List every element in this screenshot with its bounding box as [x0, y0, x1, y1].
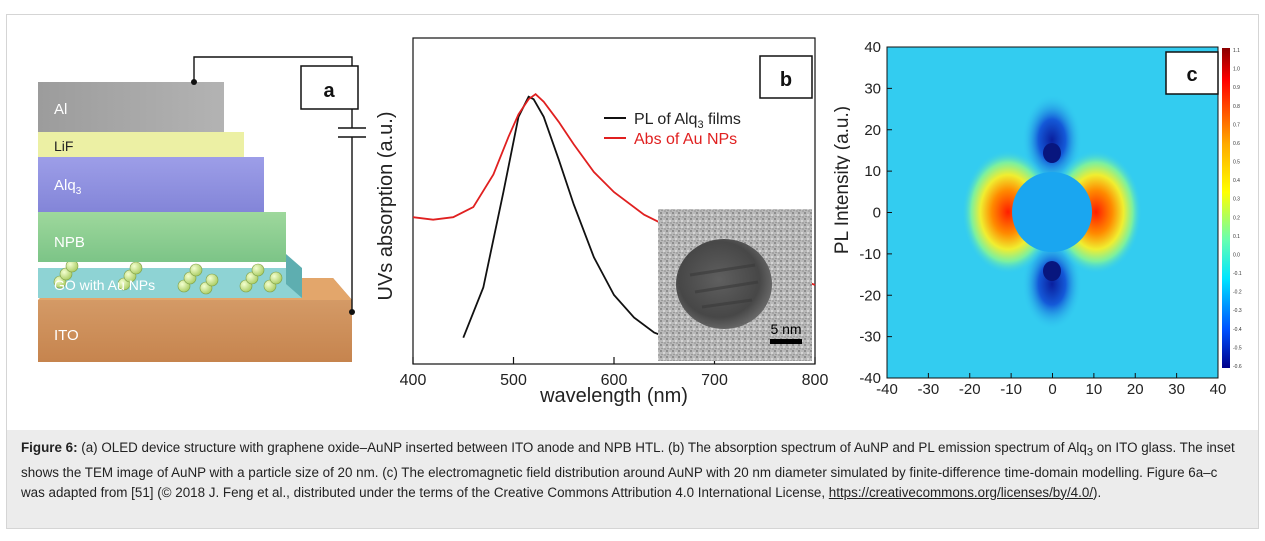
y-tick-label-c: 10 — [864, 163, 881, 180]
y-tick-label-c: -40 — [859, 370, 881, 387]
x-tick-label-c: -10 — [1000, 381, 1022, 398]
colorbar-tick-label: 1.1 — [1233, 48, 1240, 54]
y-tick-label-c: 40 — [864, 39, 881, 56]
panel-a-tag-box — [300, 65, 359, 110]
x-tick-label-c: -20 — [959, 381, 981, 398]
x-tick-label-c: 40 — [1210, 381, 1227, 398]
series-line-0 — [462, 95, 675, 342]
x-tick-label-c: -40 — [876, 381, 898, 398]
panel-c-tag: c — [1186, 64, 1197, 86]
colorbar-tick-label: -0.2 — [1233, 290, 1242, 296]
caption-label: Figure 6: — [21, 440, 78, 455]
legend-label-abs: Abs of Au NPs — [634, 131, 737, 148]
layer-label-lif: LiF — [54, 138, 73, 154]
legend-label-pl: PL of Alq3 films — [634, 111, 741, 131]
y-tick-label-c: 20 — [864, 122, 881, 139]
layer-label-alq3: Alq3 — [54, 177, 82, 197]
panel-b-tag-box — [759, 55, 813, 99]
field-map-area — [887, 47, 1218, 378]
colorbar-tick-label: -0.4 — [1233, 327, 1242, 333]
colorbar-tick-label: 0.3 — [1233, 197, 1240, 203]
panel-b-spectrum-chart: UVs absorption (a.u.) PL Intensity (a.u.… — [375, 37, 850, 407]
colorbar-tick-label: -0.3 — [1233, 308, 1242, 314]
x-tick-label-b: 600 — [601, 372, 628, 389]
panel-c-tag-box — [1165, 51, 1219, 95]
caption-text-2: on ITO glass. The inset shows the TEM im… — [21, 440, 1235, 500]
x-tick-label-c: 30 — [1168, 381, 1185, 398]
inset-scale-label: 5 nm — [770, 321, 801, 337]
right-axis-label-b: PL Intensity (a.u.) — [832, 106, 850, 254]
colorbar-tick-label: 0.5 — [1233, 160, 1240, 166]
colorbar-tick-label: 1.0 — [1233, 67, 1240, 73]
wire-contact — [191, 79, 197, 85]
colorbar-tick-label: -0.6 — [1233, 364, 1242, 370]
colorbar-tick-label: 0.1 — [1233, 234, 1240, 240]
npb-layer — [38, 212, 286, 262]
colorbar-tick-label: 0.0 — [1233, 252, 1240, 258]
caption-subscript: 3 — [1086, 446, 1094, 459]
au-nanoparticles — [53, 259, 283, 295]
colorbar-tick-label: 0.4 — [1233, 178, 1240, 184]
al-layer — [38, 82, 224, 132]
colorbar-tick-label: 0.6 — [1233, 141, 1240, 147]
colorbar-tick-label: -0.5 — [1233, 345, 1242, 351]
lif-layer — [38, 132, 244, 157]
go-layer-side — [286, 254, 302, 298]
figure-caption: Figure 6: (a) OLED device structure with… — [7, 430, 1258, 528]
colorbar-tick-label: 0.7 — [1233, 122, 1240, 128]
x-tick-label-c: 10 — [1086, 381, 1103, 398]
tem-inset-image: 5 nm — [658, 209, 812, 361]
x-axis-label-b: wavelength (nm) — [539, 385, 688, 407]
x-tick-label-c: -30 — [918, 381, 940, 398]
x-tick-label-c: 20 — [1127, 381, 1144, 398]
x-tick-label-b: 500 — [500, 372, 527, 389]
y-tick-label-c: -30 — [859, 329, 881, 346]
y-axis-label-b: UVs absorption (a.u.) — [375, 112, 397, 301]
colorbar-tick-label: 0.8 — [1233, 104, 1240, 110]
x-tick-label-b: 800 — [802, 372, 829, 389]
panel-a-device-diagram: a Al LiF Alq3 NPB GO with Au NPs ITO — [38, 56, 366, 362]
colorbar-tick-label: -0.1 — [1233, 271, 1242, 277]
layer-label-npb: NPB — [54, 234, 85, 251]
caption-text-3: ). — [1093, 484, 1102, 500]
layer-label-al: Al — [54, 101, 67, 118]
wire-contact — [349, 309, 355, 315]
y-tick-label-c: 30 — [864, 80, 881, 97]
layer-label-go: GO with Au NPs — [54, 277, 155, 293]
y-tick-label-c: -10 — [859, 246, 881, 263]
alq3-layer — [38, 157, 264, 212]
license-link[interactable]: https://creativecommons.org/licenses/by/… — [828, 484, 1094, 500]
y-tick-label-c: -20 — [859, 287, 881, 304]
panel-a-tag: a — [323, 80, 335, 102]
x-tick-label-b: 400 — [400, 372, 427, 389]
x-ticks-b: 400 500 600 700 800 — [400, 357, 829, 389]
x-tick-label-b: 700 — [701, 372, 728, 389]
y-tick-label-c: 0 — [873, 205, 881, 222]
colorbar — [1222, 48, 1230, 368]
panel-b-tag: b — [780, 69, 792, 91]
colorbar-ticks: 1.1 1.0 0.9 0.8 0.7 0.6 0.5 0.4 0.3 0.2 0.1 0.0 -0.1… — [1233, 48, 1242, 370]
ito-layer — [38, 300, 352, 362]
panel-c-field-map: -40 -30 -20 -10 0 10 20 30 40 40 30 20 10 0 -10 -20 -30 -… — [859, 39, 1242, 398]
go-layer — [38, 268, 302, 298]
x-tick-label-c: 0 — [1048, 381, 1056, 398]
layer-label-ito: ITO — [54, 327, 79, 344]
ticks-c: -40 -30 -20 -10 0 10 20 30 40 40 30 20 10 0 -10 -20 -30 -… — [859, 39, 1226, 398]
colorbar-tick-label: 0.9 — [1233, 85, 1240, 91]
colorbar-tick-label: 0.2 — [1233, 215, 1240, 221]
caption-text-1: (a) OLED device structure with graphene … — [77, 440, 1087, 455]
